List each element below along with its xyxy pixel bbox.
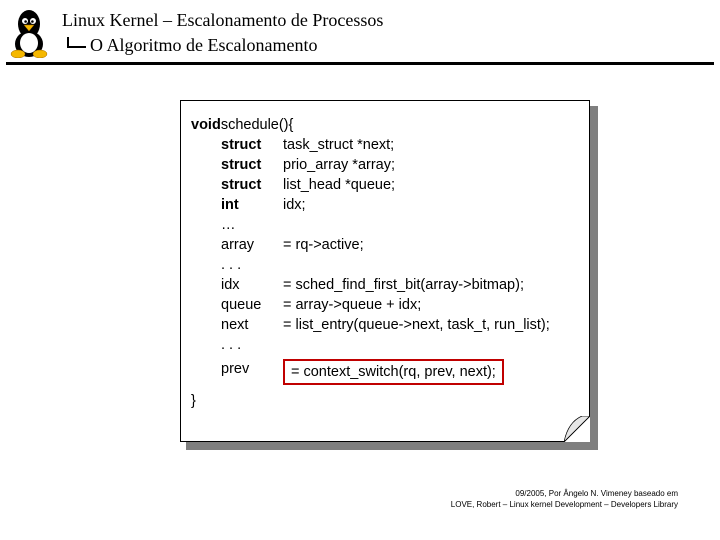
code-col2: = array->queue + idx;	[283, 295, 421, 315]
slide-header: Linux Kernel – Escalonamento de Processo…	[0, 0, 720, 58]
code-row: . . .	[191, 335, 583, 355]
code-sig: schedule(){	[221, 115, 294, 135]
code-col2: = list_entry(queue->next, task_t, run_li…	[283, 315, 550, 335]
code-col1: …	[221, 215, 283, 235]
code-row: . . .	[191, 255, 583, 275]
code-col1: struct	[221, 175, 283, 195]
code-row: array= rq->active;	[191, 235, 583, 255]
code-col1: queue	[221, 295, 283, 315]
code-col1: int	[221, 195, 283, 215]
code-col2: list_head *queue;	[283, 175, 395, 195]
code-col2: prio_array *array;	[283, 155, 395, 175]
code-col1: . . .	[221, 255, 283, 275]
code-col1: array	[221, 235, 283, 255]
code-col1: struct	[221, 135, 283, 155]
footer-line2: LOVE, Robert – Linux kernel Development …	[451, 499, 678, 510]
tux-icon	[6, 8, 52, 58]
code-close-brace: }	[191, 391, 583, 411]
code-col1: struct	[221, 155, 283, 175]
code-panel: void schedule(){ structtask_struct *next…	[180, 100, 598, 450]
code-row: idx= sched_find_first_bit(array->bitmap)…	[191, 275, 583, 295]
footer-line1: 09/2005, Por Ângelo N. Vimeney baseado e…	[451, 488, 678, 499]
code-col2: = rq->active;	[283, 235, 364, 255]
code-col1: . . .	[221, 335, 283, 355]
code-col2: idx;	[283, 195, 306, 215]
code-row: …	[191, 215, 583, 235]
footer-credits: 09/2005, Por Ângelo N. Vimeney baseado e…	[451, 488, 678, 510]
code-row: next= list_entry(queue->next, task_t, ru…	[191, 315, 583, 335]
code-row: structtask_struct *next;	[191, 135, 583, 155]
page-title: Linux Kernel – Escalonamento de Processo…	[62, 10, 383, 31]
code-row: structprio_array *array;	[191, 155, 583, 175]
code-var-prev: prev	[221, 359, 283, 385]
code-box: void schedule(){ structtask_struct *next…	[180, 100, 590, 442]
tree-connector-icon	[62, 37, 88, 55]
code-row: structlist_head *queue;	[191, 175, 583, 195]
subtitle: O Algoritmo de Escalonamento	[90, 35, 317, 56]
code-col2: = sched_find_first_bit(array->bitmap);	[283, 275, 524, 295]
header-divider	[6, 62, 714, 65]
code-col1: idx	[221, 275, 283, 295]
code-row: queue= array->queue + idx;	[191, 295, 583, 315]
code-col2: task_struct *next;	[283, 135, 394, 155]
highlighted-call: = context_switch(rq, prev, next);	[283, 359, 504, 385]
code-col1: next	[221, 315, 283, 335]
page-curl-icon	[564, 416, 590, 442]
code-kw-void: void	[191, 115, 221, 135]
code-row: intidx;	[191, 195, 583, 215]
